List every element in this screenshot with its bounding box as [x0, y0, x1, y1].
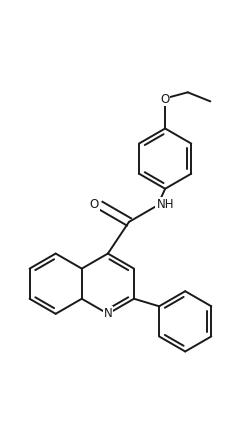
Text: O: O: [90, 198, 99, 211]
Text: O: O: [160, 92, 170, 106]
Text: N: N: [104, 307, 112, 320]
Text: NH: NH: [156, 198, 174, 211]
